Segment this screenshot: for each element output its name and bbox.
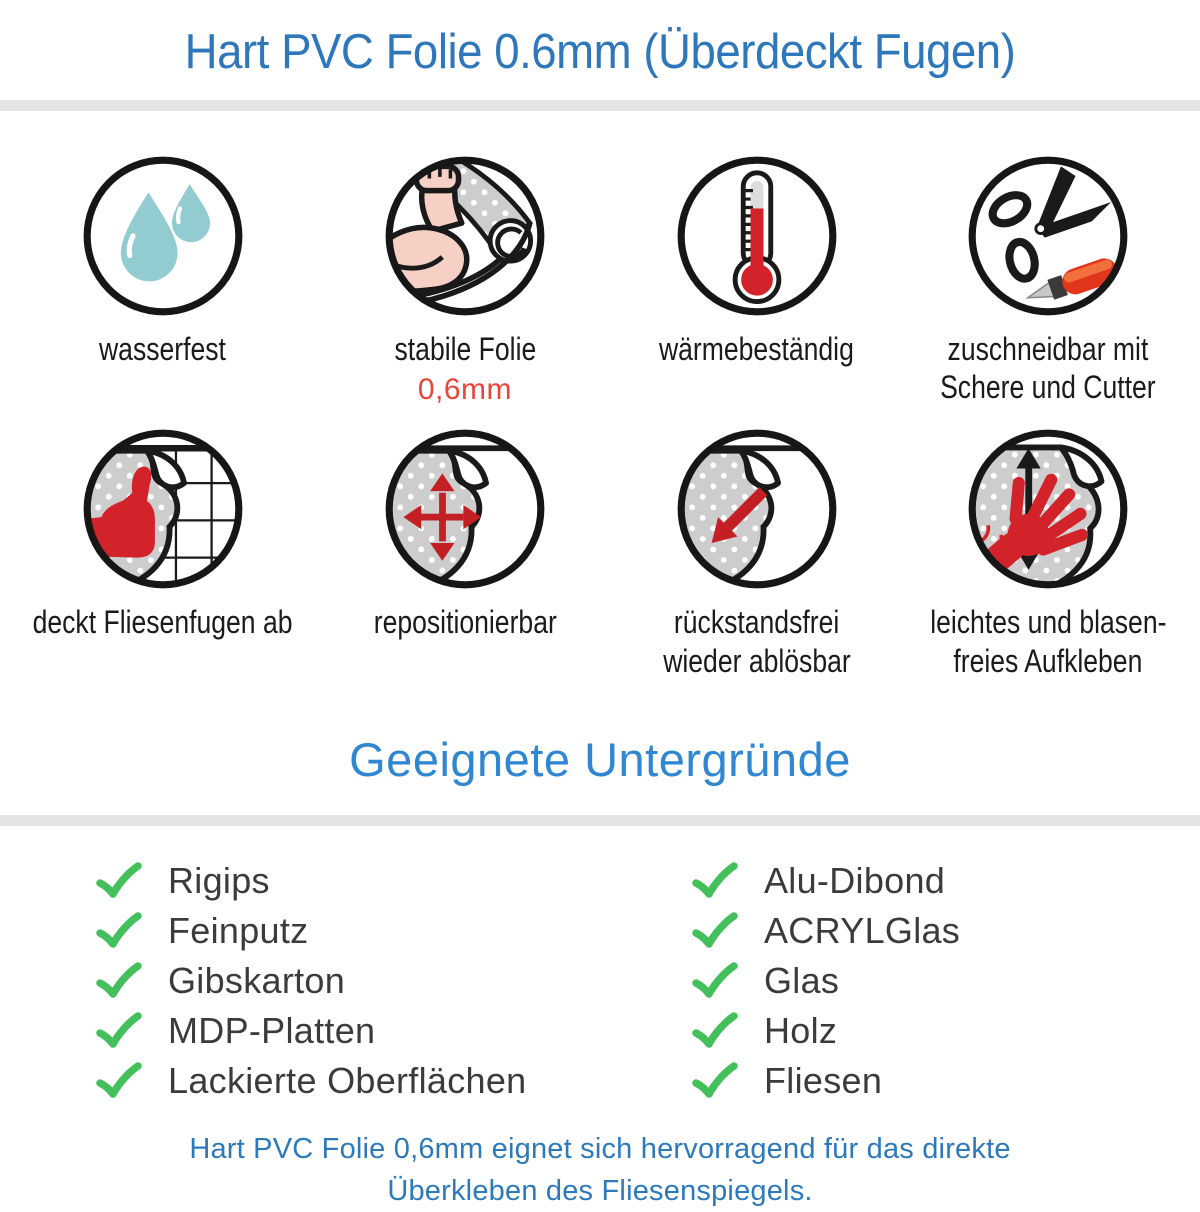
list-item: Feinputz xyxy=(96,910,692,952)
list-item-label: ACRYLGlas xyxy=(764,910,961,952)
list-item-label: Feinputz xyxy=(168,910,309,952)
list-item: Holz xyxy=(692,1010,960,1052)
feature-label-line2: Schere und Cutter xyxy=(940,369,1156,406)
list-item-label: Lackierte Oberflächen xyxy=(168,1060,527,1102)
divider-bar xyxy=(0,815,1200,827)
feature-highlight: 0,6mm xyxy=(417,373,512,407)
feature-label: wasserfest xyxy=(99,331,227,367)
list-item: Rigips xyxy=(96,860,692,902)
check-icon xyxy=(692,1012,738,1048)
feature-grid: wasserfest stabile Folie xyxy=(0,111,1200,680)
list-item-label: Gibskarton xyxy=(168,960,346,1002)
feature-repositionierbar: repositionierbar xyxy=(319,428,611,680)
list-item-label: Glas xyxy=(764,960,840,1002)
feature-label: deckt Fliesenfugen ab xyxy=(32,604,293,641)
list-item: Lackierte Oberflächen xyxy=(96,1060,692,1102)
checklist-left-column: Rigips Feinputz Gibskarton MDP-Platten L… xyxy=(96,860,692,1102)
checklist-right-column: Alu-Dibond ACRYLGlas Glas Holz Fliesen xyxy=(692,860,960,1102)
feature-label: stabile Folie xyxy=(394,331,536,367)
feature-label-line2: freies Aufkleben xyxy=(953,642,1143,679)
suitable-surfaces-list: Rigips Feinputz Gibskarton MDP-Platten L… xyxy=(0,826,1200,1102)
list-item-label: Rigips xyxy=(168,860,270,902)
feature-label: zuschneidbar mit xyxy=(947,331,1149,367)
move-arrows-foil-icon xyxy=(384,428,546,590)
feature-label-line2: wieder ablösbar xyxy=(662,642,851,679)
feature-blasenfrei-aufkleben: leichtes und blasen- freies Aufkleben xyxy=(902,428,1194,680)
check-icon xyxy=(692,1062,738,1098)
feature-stabile-folie: stabile Folie 0,6mm xyxy=(319,155,611,408)
feature-label: wärmebeständig xyxy=(659,331,854,367)
list-item: Gibskarton xyxy=(96,960,692,1002)
page-title: Hart PVC Folie 0.6mm (Überdeckt Fugen) xyxy=(184,25,1016,79)
section-heading: Geeignete Untergründe xyxy=(349,733,851,787)
check-icon xyxy=(96,1062,142,1098)
check-icon xyxy=(96,862,142,898)
footer-note: Hart PVC Folie 0,6mm eignet sich hervorr… xyxy=(0,1128,1200,1212)
check-icon xyxy=(96,962,142,998)
footer-line-2: Überkleben des Fliesenspiegels. xyxy=(387,1175,813,1208)
list-item: Alu-Dibond xyxy=(692,860,960,902)
footer-line-1: Hart PVC Folie 0,6mm eignet sich hervorr… xyxy=(189,1133,1011,1166)
list-item-label: MDP-Platten xyxy=(168,1010,376,1052)
check-icon xyxy=(96,912,142,948)
list-item: MDP-Platten xyxy=(96,1010,692,1052)
divider-bar xyxy=(0,100,1200,111)
muscle-arm-foil-roll-icon xyxy=(384,155,546,317)
feature-rueckstandsfrei: rückstandsfrei wieder ablösbar xyxy=(611,428,903,680)
thumbs-up-tiles-icon xyxy=(82,428,244,590)
thermometer-icon xyxy=(676,155,838,317)
feature-label: leichtes und blasen- xyxy=(930,604,1167,641)
check-icon xyxy=(692,962,738,998)
scissors-cutter-icon xyxy=(967,155,1129,317)
check-icon xyxy=(692,912,738,948)
feature-waermebestaendig: wärmebeständig xyxy=(611,155,903,408)
feature-label: repositionierbar xyxy=(373,604,557,641)
feature-label: rückstandsfrei xyxy=(673,604,840,641)
peel-off-arrow-foil-icon xyxy=(676,428,838,590)
feature-wasserfest: wasserfest xyxy=(6,155,319,408)
list-item: Glas xyxy=(692,960,960,1002)
list-item: ACRYLGlas xyxy=(692,910,960,952)
hand-smoothing-foil-icon xyxy=(967,428,1129,590)
list-item-label: Alu-Dibond xyxy=(764,860,946,902)
feature-deckt-fliesenfugen: deckt Fliesenfugen ab xyxy=(6,428,319,680)
list-item-label: Fliesen xyxy=(764,1060,883,1102)
feature-zuschneidbar: zuschneidbar mit Schere und Cutter xyxy=(902,155,1194,408)
check-icon xyxy=(692,862,738,898)
list-item: Fliesen xyxy=(692,1060,960,1102)
list-item-label: Holz xyxy=(764,1010,838,1052)
check-icon xyxy=(96,1012,142,1048)
water-drops-icon xyxy=(82,155,244,317)
